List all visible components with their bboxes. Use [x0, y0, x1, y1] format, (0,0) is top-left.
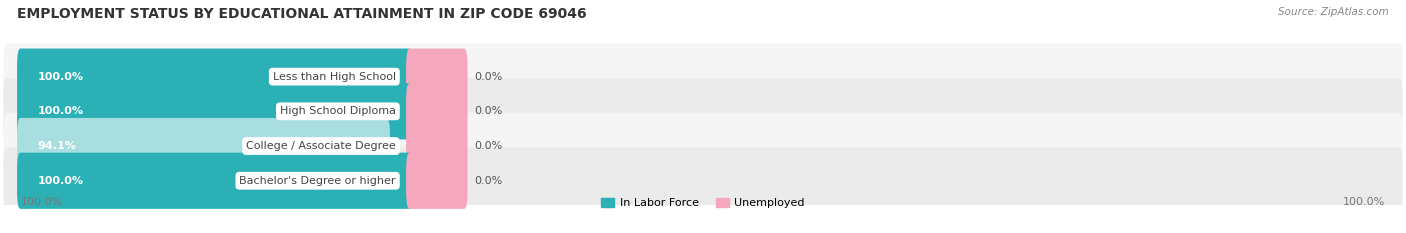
- FancyBboxPatch shape: [3, 113, 1403, 179]
- Text: 100.0%: 100.0%: [1343, 197, 1385, 207]
- Text: High School Diploma: High School Diploma: [280, 106, 396, 116]
- FancyBboxPatch shape: [406, 118, 468, 174]
- FancyBboxPatch shape: [3, 43, 1403, 110]
- FancyBboxPatch shape: [406, 48, 468, 105]
- FancyBboxPatch shape: [17, 48, 413, 105]
- Text: 100.0%: 100.0%: [21, 197, 63, 207]
- Text: EMPLOYMENT STATUS BY EDUCATIONAL ATTAINMENT IN ZIP CODE 69046: EMPLOYMENT STATUS BY EDUCATIONAL ATTAINM…: [17, 7, 586, 21]
- FancyBboxPatch shape: [17, 153, 413, 209]
- FancyBboxPatch shape: [17, 118, 389, 174]
- Text: 0.0%: 0.0%: [474, 176, 502, 186]
- Text: Bachelor's Degree or higher: Bachelor's Degree or higher: [239, 176, 396, 186]
- FancyBboxPatch shape: [3, 78, 1403, 145]
- Text: Source: ZipAtlas.com: Source: ZipAtlas.com: [1278, 7, 1389, 17]
- Text: 0.0%: 0.0%: [474, 72, 502, 82]
- Text: 100.0%: 100.0%: [38, 72, 83, 82]
- Legend: In Labor Force, Unemployed: In Labor Force, Unemployed: [596, 193, 810, 212]
- Text: 0.0%: 0.0%: [474, 141, 502, 151]
- Text: 100.0%: 100.0%: [38, 176, 83, 186]
- Text: 94.1%: 94.1%: [38, 141, 76, 151]
- FancyBboxPatch shape: [3, 147, 1403, 214]
- Text: 100.0%: 100.0%: [38, 106, 83, 116]
- Text: Less than High School: Less than High School: [273, 72, 396, 82]
- FancyBboxPatch shape: [406, 153, 468, 209]
- FancyBboxPatch shape: [406, 83, 468, 140]
- Text: 0.0%: 0.0%: [474, 106, 502, 116]
- Text: College / Associate Degree: College / Associate Degree: [246, 141, 396, 151]
- FancyBboxPatch shape: [17, 83, 413, 140]
